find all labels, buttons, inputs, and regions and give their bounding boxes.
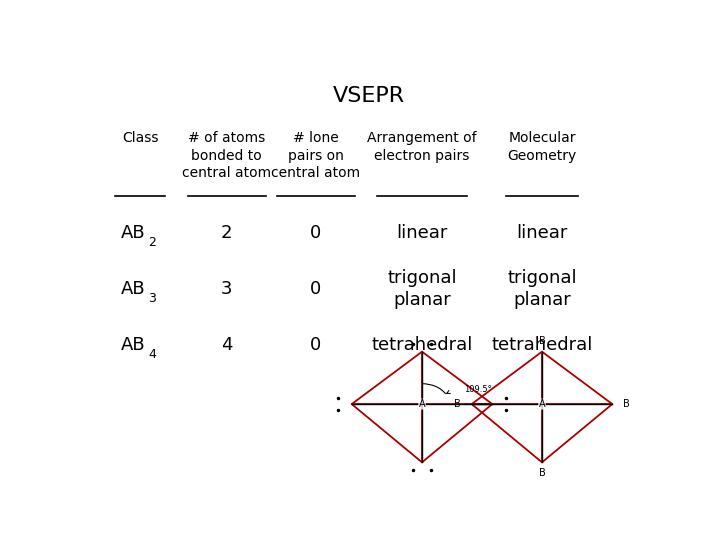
Text: AB: AB <box>121 280 146 298</box>
Text: trigonal
planar: trigonal planar <box>507 269 577 309</box>
Text: 3: 3 <box>221 280 233 298</box>
Text: Molecular
Geometry: Molecular Geometry <box>508 131 577 163</box>
Text: B: B <box>623 399 630 409</box>
Text: A: A <box>419 399 426 409</box>
Text: 4: 4 <box>221 336 233 354</box>
Text: B: B <box>539 336 545 346</box>
Text: 4: 4 <box>148 348 156 361</box>
Text: VSEPR: VSEPR <box>333 85 405 106</box>
Text: AB: AB <box>121 336 146 354</box>
Text: # of atoms
bonded to
central atom: # of atoms bonded to central atom <box>182 131 271 180</box>
Text: B: B <box>539 468 545 478</box>
Text: 109.5°: 109.5° <box>464 386 492 394</box>
Text: B: B <box>454 399 461 409</box>
Text: Arrangement of
electron pairs: Arrangement of electron pairs <box>367 131 477 163</box>
Text: 0: 0 <box>310 336 322 354</box>
Text: linear: linear <box>396 224 448 242</box>
Text: linear: linear <box>516 224 567 242</box>
Text: 0: 0 <box>310 224 322 242</box>
Text: Class: Class <box>122 131 158 145</box>
Text: 2: 2 <box>221 224 233 242</box>
Text: 0: 0 <box>310 280 322 298</box>
Text: tetrahedral: tetrahedral <box>491 336 593 354</box>
Text: A: A <box>539 399 545 409</box>
Text: 3: 3 <box>148 292 156 305</box>
Text: AB: AB <box>121 224 146 242</box>
Text: trigonal
planar: trigonal planar <box>387 269 456 309</box>
Text: # lone
pairs on
central atom: # lone pairs on central atom <box>271 131 361 180</box>
Text: tetrahedral: tetrahedral <box>372 336 473 354</box>
Text: 2: 2 <box>148 236 156 249</box>
